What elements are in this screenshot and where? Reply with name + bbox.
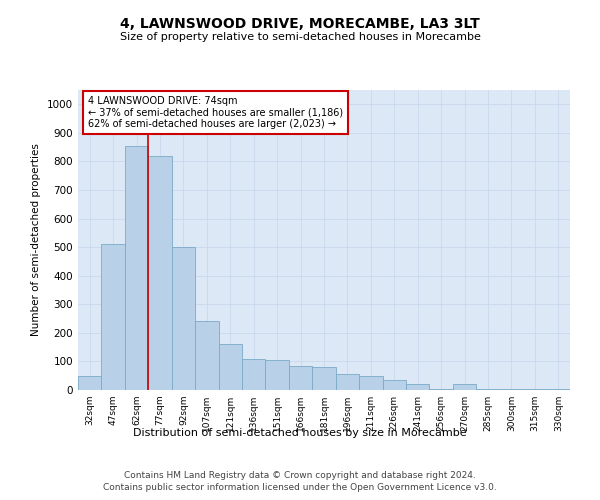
Y-axis label: Number of semi-detached properties: Number of semi-detached properties: [31, 144, 41, 336]
Bar: [242, 358, 265, 390]
Text: Distribution of semi-detached houses by size in Morecambe: Distribution of semi-detached houses by …: [133, 428, 467, 438]
Text: 4 LAWNSWOOD DRIVE: 74sqm
← 37% of semi-detached houses are smaller (1,186)
62% o: 4 LAWNSWOOD DRIVE: 74sqm ← 37% of semi-d…: [88, 96, 343, 129]
Bar: [312, 367, 336, 390]
Text: Contains public sector information licensed under the Open Government Licence v3: Contains public sector information licen…: [103, 484, 497, 492]
Bar: [383, 380, 406, 390]
Text: Size of property relative to semi-detached houses in Morecambe: Size of property relative to semi-detach…: [119, 32, 481, 42]
Bar: [523, 388, 547, 390]
Bar: [265, 360, 289, 390]
Bar: [289, 366, 312, 390]
Bar: [148, 156, 172, 390]
Bar: [359, 376, 383, 390]
Bar: [430, 388, 453, 390]
Bar: [101, 244, 125, 390]
Bar: [476, 388, 500, 390]
Bar: [500, 388, 523, 390]
Text: 4, LAWNSWOOD DRIVE, MORECAMBE, LA3 3LT: 4, LAWNSWOOD DRIVE, MORECAMBE, LA3 3LT: [120, 18, 480, 32]
Bar: [195, 322, 218, 390]
Bar: [406, 384, 430, 390]
Bar: [78, 376, 101, 390]
Bar: [172, 247, 195, 390]
Bar: [547, 388, 570, 390]
Bar: [125, 146, 148, 390]
Bar: [218, 344, 242, 390]
Bar: [336, 374, 359, 390]
Bar: [453, 384, 476, 390]
Text: Contains HM Land Registry data © Crown copyright and database right 2024.: Contains HM Land Registry data © Crown c…: [124, 471, 476, 480]
